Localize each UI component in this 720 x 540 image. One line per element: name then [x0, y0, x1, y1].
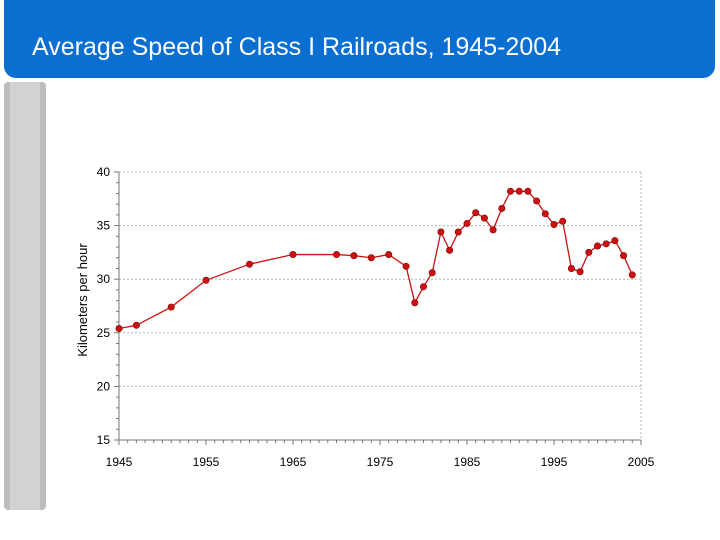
data-point — [167, 303, 175, 311]
data-point — [132, 321, 140, 329]
data-point — [524, 187, 532, 195]
data-point — [559, 217, 567, 225]
y-tick-label: 25 — [97, 326, 111, 340]
data-point — [419, 283, 427, 291]
axis-layer: 15 20 25 30 35 40 1945 1955 1965 1975 1985 1995 2005 — [97, 165, 655, 469]
data-point — [620, 252, 628, 260]
data-point — [567, 264, 575, 272]
data-point — [506, 187, 514, 195]
data-point — [602, 240, 610, 248]
data-point — [428, 269, 436, 277]
data-point — [289, 251, 297, 259]
data-point — [498, 204, 506, 212]
y-tick-label: 40 — [97, 165, 111, 179]
y-tick-label: 30 — [97, 272, 111, 286]
x-tick-label: 2005 — [628, 455, 655, 469]
data-point — [246, 260, 254, 268]
x-tick-label: 1945 — [106, 455, 133, 469]
x-tick-label: 1955 — [193, 455, 220, 469]
data-point — [454, 228, 462, 236]
data-point — [480, 214, 488, 222]
data-point — [411, 299, 419, 307]
data-point — [350, 252, 358, 260]
series-line — [118, 190, 633, 330]
data-point — [611, 237, 619, 245]
data-point — [202, 276, 210, 284]
data-point — [367, 254, 375, 262]
data-point — [115, 325, 123, 333]
data-point — [628, 271, 636, 279]
side-bar — [4, 82, 46, 510]
data-point — [402, 262, 410, 270]
data-point — [550, 221, 558, 229]
y-tick-label: 20 — [97, 379, 111, 393]
data-point — [437, 228, 445, 236]
data-point — [585, 248, 593, 256]
x-tick-label: 1995 — [541, 455, 568, 469]
series-layer — [115, 187, 636, 333]
x-tick-label: 1975 — [367, 455, 394, 469]
grid-layer — [119, 171, 642, 440]
data-point — [472, 209, 480, 217]
data-point — [463, 219, 471, 227]
y-axis-label: Kilometers per hour — [75, 243, 90, 357]
data-point — [385, 251, 393, 259]
data-point — [533, 197, 541, 205]
y-tick-label: 35 — [97, 219, 111, 233]
slide-title: Average Speed of Class I Railroads, 1945… — [32, 33, 562, 61]
x-tick-label: 1965 — [280, 455, 307, 469]
data-point — [446, 246, 454, 254]
data-point — [593, 242, 601, 250]
data-point — [332, 251, 340, 259]
title-bar: Average Speed of Class I Railroads, 1945… — [4, 0, 715, 78]
data-point — [541, 210, 549, 218]
data-point — [576, 268, 584, 276]
data-point — [489, 226, 497, 234]
y-tick-label: 15 — [97, 433, 111, 447]
side-bar-inner — [10, 82, 40, 510]
x-tick-label: 1985 — [454, 455, 481, 469]
data-point — [515, 187, 523, 195]
